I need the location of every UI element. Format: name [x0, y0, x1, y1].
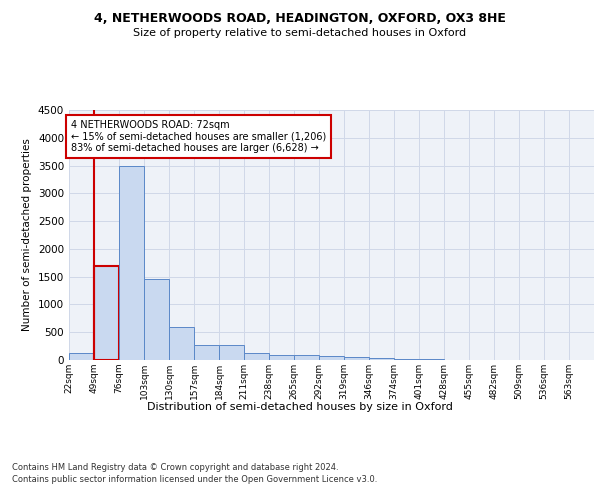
Text: Size of property relative to semi-detached houses in Oxford: Size of property relative to semi-detach…	[133, 28, 467, 38]
Bar	[119, 166, 144, 360]
Bar	[269, 355, 294, 360]
Bar	[194, 345, 219, 360]
Bar	[69, 354, 94, 360]
Bar	[94, 266, 119, 360]
Text: Contains HM Land Registry data © Crown copyright and database right 2024.: Contains HM Land Registry data © Crown c…	[12, 462, 338, 471]
Bar	[344, 357, 369, 360]
Bar	[219, 345, 244, 360]
Bar	[319, 356, 344, 360]
Text: 4 NETHERWOODS ROAD: 72sqm
← 15% of semi-detached houses are smaller (1,206)
83% : 4 NETHERWOODS ROAD: 72sqm ← 15% of semi-…	[71, 120, 326, 153]
Text: Distribution of semi-detached houses by size in Oxford: Distribution of semi-detached houses by …	[147, 402, 453, 412]
Text: Contains public sector information licensed under the Open Government Licence v3: Contains public sector information licen…	[12, 475, 377, 484]
Bar	[394, 359, 419, 360]
Bar	[294, 356, 319, 360]
Text: 4, NETHERWOODS ROAD, HEADINGTON, OXFORD, OX3 8HE: 4, NETHERWOODS ROAD, HEADINGTON, OXFORD,…	[94, 12, 506, 26]
Bar	[369, 358, 394, 360]
Y-axis label: Number of semi-detached properties: Number of semi-detached properties	[22, 138, 32, 332]
Bar	[244, 353, 269, 360]
Bar	[169, 326, 194, 360]
Bar	[144, 280, 169, 360]
